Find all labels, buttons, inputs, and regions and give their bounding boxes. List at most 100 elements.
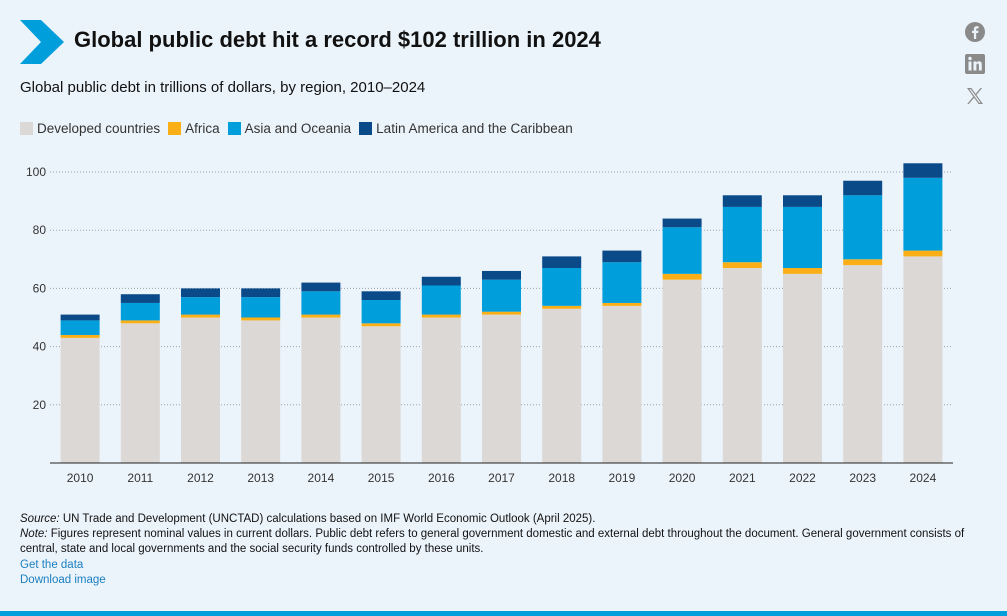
x-tick-label: 2018 <box>548 471 575 485</box>
bar-segment <box>60 314 100 321</box>
bar-segment <box>722 195 762 207</box>
bar-segment <box>542 305 582 309</box>
x-tick-label: 2012 <box>187 471 214 485</box>
bar-segment <box>602 302 642 306</box>
legend-label: Asia and Oceania <box>244 121 352 136</box>
bar-segment <box>662 279 702 463</box>
bar-segment <box>120 320 160 324</box>
bar-segment <box>783 195 822 207</box>
bar-segment <box>602 262 642 303</box>
legend-item: Latin America and the Caribbean <box>359 121 573 136</box>
y-tick-label: 100 <box>26 165 46 179</box>
legend-item: Developed countries <box>20 121 160 136</box>
bar-segment <box>361 323 401 327</box>
bar-segment <box>482 279 521 312</box>
bar-segment <box>903 177 943 251</box>
note-text: Figures represent nominal values in curr… <box>20 528 965 555</box>
chart-subtitle: Global public debt in trillions of dolla… <box>20 79 426 96</box>
note-line: Note: Figures represent nominal values i… <box>20 527 990 557</box>
bar-segment <box>602 305 642 463</box>
bar-segment <box>843 195 883 260</box>
x-tick-label: 2019 <box>609 471 636 485</box>
bar-segment <box>60 320 100 335</box>
bar-segment <box>722 206 762 263</box>
legend-label: Latin America and the Caribbean <box>376 121 573 136</box>
source-text: UN Trade and Development (UNCTAD) calcul… <box>59 513 596 525</box>
download-image-link[interactable]: Download image <box>20 574 106 586</box>
bar-segment <box>181 288 220 298</box>
x-tick-label: 2010 <box>67 471 94 485</box>
y-tick-label: 80 <box>33 223 47 237</box>
bar-segment <box>421 314 461 318</box>
bar-segment <box>542 308 582 463</box>
brand-chevron-icon <box>20 20 64 64</box>
page-title: Global public debt hit a record $102 tri… <box>74 27 601 52</box>
bar-segment <box>361 300 401 324</box>
legend-swatch <box>359 122 373 135</box>
x-tick-label: 2013 <box>247 471 274 485</box>
legend-label: Africa <box>185 121 220 136</box>
bar-segment <box>301 291 341 315</box>
chart-legend: Developed countries Africa Asia and Oceani… <box>20 121 581 136</box>
bar-segment <box>421 285 461 315</box>
bar-segment <box>301 314 341 318</box>
legend-swatch <box>168 122 182 135</box>
stacked-bar-chart: 20 40 60 80 100 2010 2011 2012 2013 2014 2015 2016 2… <box>26 163 953 485</box>
x-tick-label: 2015 <box>368 471 395 485</box>
legend-swatch <box>20 122 33 135</box>
bar-segment <box>662 227 702 274</box>
x-tick-label: 2023 <box>849 471 876 485</box>
bar-segment <box>903 256 943 463</box>
bar-segment <box>722 262 762 269</box>
bar-segment <box>181 297 220 315</box>
bar-segment <box>843 180 883 196</box>
get-data-link[interactable]: Get the data <box>20 559 84 571</box>
bar-segment <box>903 163 943 178</box>
bar-segment <box>783 206 822 269</box>
bar-segment <box>542 268 582 306</box>
bar-segment <box>241 317 281 321</box>
x-tick-label: 2024 <box>910 471 937 485</box>
bar-segment <box>482 311 521 315</box>
bar-segment <box>120 302 160 321</box>
bar-segment <box>301 317 341 463</box>
bar-segment <box>421 276 461 286</box>
source-line: Source: UN Trade and Development (UNCTAD… <box>20 512 990 527</box>
bar-segment <box>60 337 100 463</box>
bar-segment <box>542 256 582 269</box>
bar-segment <box>903 250 943 257</box>
note-label: Note: <box>20 528 48 540</box>
x-tick-label: 2021 <box>729 471 756 485</box>
bar-segment <box>241 320 281 463</box>
bar-segment <box>662 218 702 228</box>
source-label: Source: <box>20 513 60 525</box>
bar-segment <box>843 259 883 266</box>
bar-segment <box>120 294 160 303</box>
bar-segment <box>783 268 822 274</box>
bar-segment <box>361 326 401 463</box>
x-tick-label: 2022 <box>789 471 816 485</box>
legend-swatch <box>227 122 241 135</box>
x-tick-label: 2017 <box>488 471 515 485</box>
bar-segment <box>241 297 281 318</box>
legend-item: Africa <box>168 121 220 136</box>
bottom-accent-bar <box>0 611 1007 616</box>
bar-segment <box>421 317 461 463</box>
y-tick-label: 60 <box>33 281 47 295</box>
bar-segment <box>241 288 281 298</box>
x-tick-label: 2020 <box>669 471 696 485</box>
linkedin-icon[interactable] <box>964 53 986 75</box>
x-icon[interactable] <box>964 85 986 107</box>
bar-segment <box>181 314 220 318</box>
bar-segment <box>602 250 642 263</box>
bar-segment <box>120 323 160 463</box>
facebook-icon[interactable] <box>964 21 986 43</box>
bar-segment <box>722 268 762 463</box>
x-tick-label: 2014 <box>308 471 335 485</box>
y-tick-label: 20 <box>33 398 47 412</box>
chart-notes: Source: UN Trade and Development (UNCTAD… <box>20 512 990 557</box>
bar-segment <box>843 265 883 463</box>
x-tick-label: 2016 <box>428 471 455 485</box>
bar-segment <box>301 282 341 292</box>
y-tick-label: 40 <box>33 340 47 354</box>
